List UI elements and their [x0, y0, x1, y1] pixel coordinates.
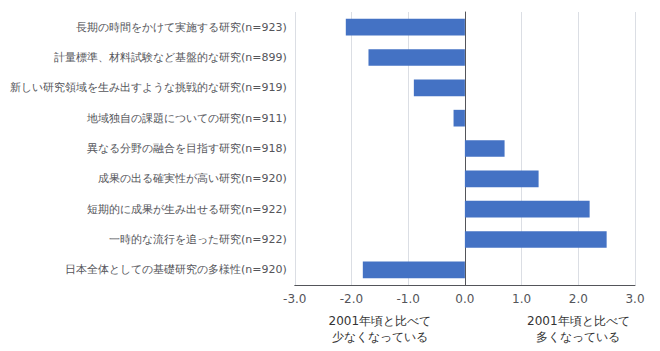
svg-text:成果の出る確実性が高い研究(n=920): 成果の出る確実性が高い研究(n=920)	[98, 172, 287, 185]
svg-text:日本全体としての基礎研究の多様性(n=920): 日本全体としての基礎研究の多様性(n=920)	[65, 263, 287, 276]
svg-text:短期的に成果が生み出せる研究(n=922): 短期的に成果が生み出せる研究(n=922)	[87, 203, 287, 216]
svg-text:3.0: 3.0	[625, 292, 644, 306]
svg-text:2001年頃と比べて: 2001年頃と比べて	[329, 314, 432, 328]
svg-text:異なる分野の融合を目指す研究(n=918): 異なる分野の融合を目指す研究(n=918)	[87, 142, 287, 155]
svg-text:少なくなっている: 少なくなっている	[332, 330, 428, 344]
svg-text:2001年頃と比べて: 2001年頃と比べて	[527, 314, 630, 328]
svg-text:-1.0: -1.0	[396, 292, 419, 306]
svg-text:多くなっている: 多くなっている	[536, 330, 620, 344]
svg-text:-3.0: -3.0	[283, 292, 306, 306]
svg-text:2.0: 2.0	[569, 292, 588, 306]
svg-text:一時的な流行を追った研究(n=922): 一時的な流行を追った研究(n=922)	[109, 233, 287, 246]
svg-text:-2.0: -2.0	[340, 292, 363, 306]
svg-text:地域独自の課題についての研究(n=911): 地域独自の課題についての研究(n=911)	[86, 112, 287, 125]
svg-text:長期の時間をかけて実施する研究(n=923): 長期の時間をかけて実施する研究(n=923)	[76, 21, 287, 34]
svg-text:計量標準、材料試験など基盤的な研究(n=899): 計量標準、材料試験など基盤的な研究(n=899)	[54, 51, 287, 64]
svg-text:新しい研究領域を生み出すような挑戦的な研究(n=919): 新しい研究領域を生み出すような挑戦的な研究(n=919)	[10, 81, 287, 94]
svg-text:1.0: 1.0	[512, 292, 531, 306]
svg-text:0.0: 0.0	[455, 292, 474, 306]
